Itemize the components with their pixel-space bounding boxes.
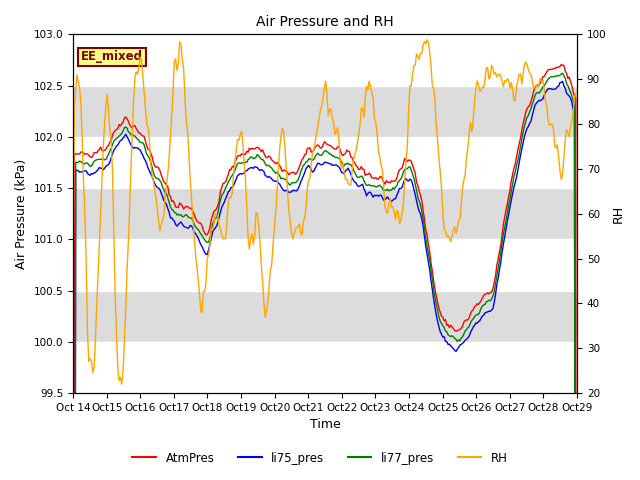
Text: EE_mixed: EE_mixed (81, 50, 143, 63)
Bar (73, 35, 577, 85)
Y-axis label: Air Pressure (kPa): Air Pressure (kPa) (15, 158, 28, 269)
Bar (73, 137, 577, 188)
Bar (73, 342, 577, 393)
Y-axis label: RH: RH (612, 204, 625, 223)
Title: Air Pressure and RH: Air Pressure and RH (256, 15, 394, 29)
X-axis label: Time: Time (310, 419, 340, 432)
Legend: AtmPres, li75_pres, li77_pres, RH: AtmPres, li75_pres, li77_pres, RH (128, 447, 512, 469)
Bar (73, 240, 577, 290)
